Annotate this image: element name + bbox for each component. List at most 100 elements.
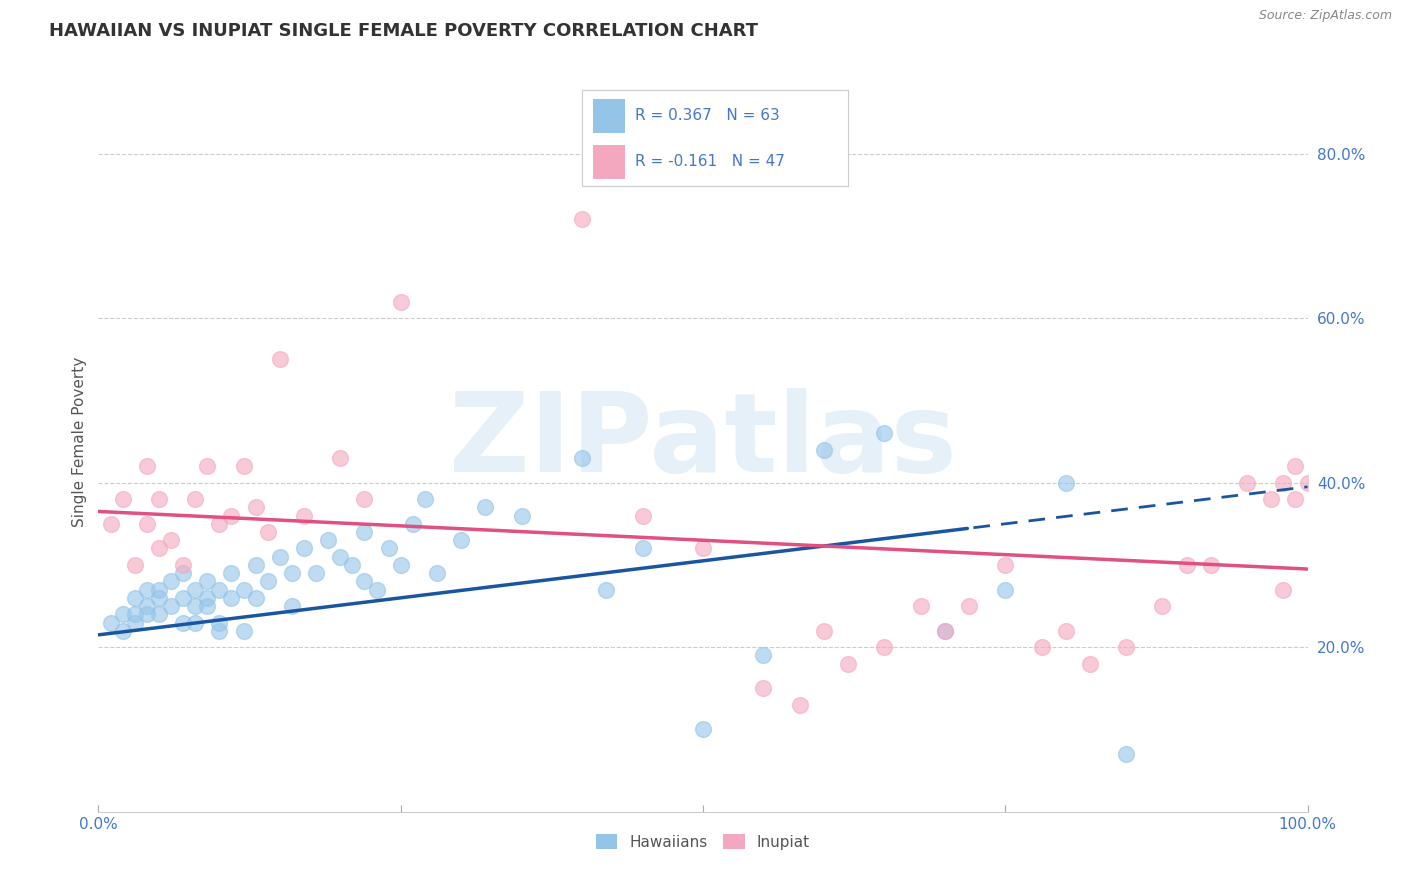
Point xyxy=(752,648,775,663)
Point xyxy=(172,615,194,630)
Point xyxy=(1054,475,1077,490)
Point xyxy=(1296,475,1319,490)
Point xyxy=(100,516,122,531)
Point xyxy=(631,541,654,556)
Point xyxy=(124,591,146,605)
Point xyxy=(329,549,352,564)
Point xyxy=(934,624,956,638)
Point xyxy=(124,558,146,572)
Point xyxy=(389,558,412,572)
Point xyxy=(195,599,218,613)
Point xyxy=(1054,624,1077,638)
Point xyxy=(281,566,304,581)
Point xyxy=(111,624,134,638)
Point xyxy=(208,516,231,531)
Point xyxy=(160,574,183,589)
Point xyxy=(426,566,449,581)
Point xyxy=(789,698,811,712)
Point xyxy=(221,591,243,605)
Point xyxy=(1260,492,1282,507)
Point xyxy=(873,426,896,441)
Legend: Hawaiians, Inupiat: Hawaiians, Inupiat xyxy=(591,828,815,856)
Point xyxy=(1272,475,1295,490)
Point xyxy=(1284,459,1306,474)
Point xyxy=(245,500,267,515)
Point xyxy=(269,352,291,367)
Point xyxy=(450,533,472,548)
Point xyxy=(195,459,218,474)
Point xyxy=(595,582,617,597)
Point xyxy=(135,599,157,613)
Point xyxy=(353,574,375,589)
Point xyxy=(135,607,157,622)
Point xyxy=(631,508,654,523)
Point xyxy=(1115,747,1137,761)
Point xyxy=(1078,657,1101,671)
Point xyxy=(208,582,231,597)
Point xyxy=(208,615,231,630)
Point xyxy=(184,615,207,630)
Point xyxy=(281,599,304,613)
Point xyxy=(160,533,183,548)
Point xyxy=(1236,475,1258,490)
Point xyxy=(692,541,714,556)
Point xyxy=(1199,558,1222,572)
Point xyxy=(1175,558,1198,572)
Point xyxy=(208,624,231,638)
Point xyxy=(172,591,194,605)
Point xyxy=(195,574,218,589)
Point xyxy=(474,500,496,515)
Point xyxy=(329,450,352,465)
Point xyxy=(148,492,170,507)
Point xyxy=(221,566,243,581)
Point xyxy=(1272,582,1295,597)
Point xyxy=(994,558,1017,572)
Point xyxy=(366,582,388,597)
Y-axis label: Single Female Poverty: Single Female Poverty xyxy=(72,357,87,526)
Point xyxy=(957,599,980,613)
Point xyxy=(910,599,932,613)
Point xyxy=(100,615,122,630)
Point xyxy=(221,508,243,523)
Point xyxy=(135,516,157,531)
Text: Source: ZipAtlas.com: Source: ZipAtlas.com xyxy=(1258,9,1392,22)
Point xyxy=(342,558,364,572)
Point xyxy=(305,566,328,581)
Text: HAWAIIAN VS INUPIAT SINGLE FEMALE POVERTY CORRELATION CHART: HAWAIIAN VS INUPIAT SINGLE FEMALE POVERT… xyxy=(49,22,758,40)
Point xyxy=(124,615,146,630)
Point xyxy=(1031,640,1053,655)
Point xyxy=(135,582,157,597)
Point xyxy=(148,607,170,622)
Point xyxy=(232,582,254,597)
Point xyxy=(934,624,956,638)
Point xyxy=(111,492,134,507)
Point xyxy=(124,607,146,622)
Point xyxy=(389,294,412,309)
Point xyxy=(1284,492,1306,507)
Point xyxy=(184,599,207,613)
Point xyxy=(413,492,436,507)
Point xyxy=(837,657,859,671)
Point xyxy=(873,640,896,655)
Point xyxy=(292,541,315,556)
Point xyxy=(692,723,714,737)
Point xyxy=(172,566,194,581)
Text: ZIPatlas: ZIPatlas xyxy=(449,388,957,495)
Point xyxy=(353,524,375,539)
Point xyxy=(402,516,425,531)
Point xyxy=(1152,599,1174,613)
Point xyxy=(571,212,593,227)
Point xyxy=(232,624,254,638)
Point xyxy=(148,541,170,556)
Point xyxy=(256,524,278,539)
Point xyxy=(510,508,533,523)
Point xyxy=(1115,640,1137,655)
Point xyxy=(135,459,157,474)
Point xyxy=(160,599,183,613)
Point xyxy=(292,508,315,523)
Point xyxy=(111,607,134,622)
Point xyxy=(994,582,1017,597)
Point xyxy=(353,492,375,507)
Point xyxy=(813,442,835,457)
Point xyxy=(184,582,207,597)
